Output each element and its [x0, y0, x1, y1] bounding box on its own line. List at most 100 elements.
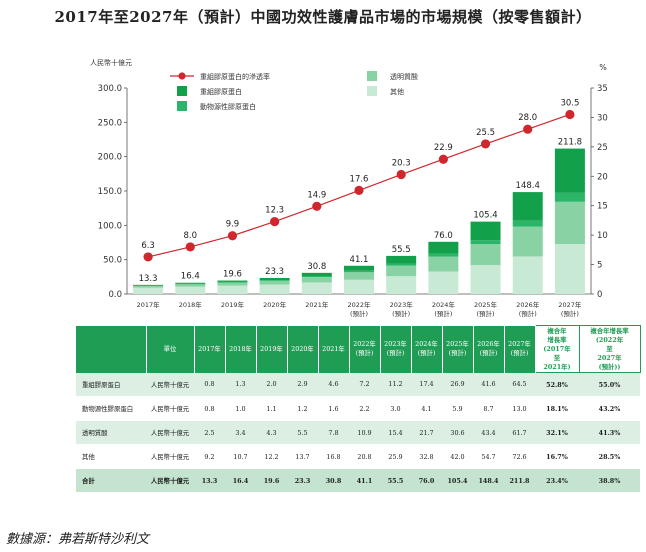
legend-label: 其他: [390, 87, 404, 96]
bar-segment-animal: [344, 270, 374, 273]
row-cagr: 23.4%: [535, 468, 579, 493]
table-header-year: 2020年: [287, 325, 319, 373]
table-row: 其他 人民幣十億元 9.2 10.7 12.2 13.7 16.8 20.8 25.9 32.8 4…: [76, 444, 640, 469]
row-value: 13.0: [504, 396, 535, 421]
bar-segment-hyaluronic: [259, 280, 290, 285]
row-value: 42.0: [442, 444, 473, 469]
left-axis-title-group: 人民幣十億元: [90, 58, 132, 67]
row-value: 2.2: [349, 396, 380, 421]
row-value: 13.7: [287, 444, 318, 469]
bar-segment-recombinant: [428, 241, 459, 254]
row-cagr: 52.8%: [535, 372, 579, 397]
bar-segment-hyaluronic: [133, 285, 164, 288]
bar-segment-other: [259, 284, 290, 294]
chart-title: 2017年至2027年（預計）中國功效性護膚品市場的市場規模（按零售額計）: [54, 8, 592, 26]
bar-total-label: 211.8: [558, 138, 582, 148]
x-tick-label: 2022年: [347, 300, 371, 309]
bar-segment-animal: [386, 263, 417, 266]
legend-label: 重組膠原蛋白: [200, 87, 242, 96]
row-value: 72.6: [504, 444, 535, 469]
bar-segment-hyaluronic: [554, 201, 585, 245]
table-header-year: 2026年 (預計): [473, 325, 505, 373]
row-cagr: 18.1%: [535, 396, 579, 421]
left-tick-label: 150.0: [98, 187, 122, 197]
row-value: 5.5: [287, 420, 318, 445]
bar-segment-animal: [217, 281, 248, 283]
table-body: 重組膠原蛋白 人民幣十億元 0.8 1.3 2.0 2.9 4.6 7.2 11.2 17.4 26…: [76, 372, 640, 493]
row-value: 32.8: [411, 444, 442, 469]
row-value: 16.4: [225, 468, 256, 493]
bar-segment-recombinant: [344, 265, 374, 271]
left-axis-title: 人民幣十億元: [90, 58, 132, 67]
row-value: 3.4: [225, 420, 256, 445]
row-value: 4.3: [256, 420, 287, 445]
right-tick-label: 25: [597, 143, 608, 153]
table-header-unit: 單位: [146, 325, 195, 373]
row-value: 1.3: [225, 372, 256, 397]
x-tick-label: (預計): [519, 309, 537, 318]
row-value: 3.0: [380, 396, 411, 421]
bar-segment-animal: [259, 279, 290, 281]
row-value: 19.6: [256, 468, 287, 493]
bar-segment-other: [344, 279, 374, 294]
row-value: 148.4: [473, 468, 504, 493]
row-value: 12.2: [256, 444, 287, 469]
table-header-corner: [76, 325, 147, 373]
bar-segment-hyaluronic: [301, 277, 332, 283]
penetration-label: 17.6: [350, 174, 369, 184]
row-unit: 人民幣十億元: [146, 444, 194, 469]
bar-segment-recombinant: [512, 192, 543, 221]
bar-segment-hyaluronic: [386, 265, 417, 277]
x-tick-label: 2023年: [390, 300, 414, 309]
row-value: 4.1: [411, 396, 442, 421]
left-tick-label: 50.0: [103, 256, 122, 266]
table-header-year: 2024年 (預計): [411, 325, 443, 373]
bar-segment-other: [470, 265, 501, 294]
penetration-point: [354, 185, 364, 196]
table-row: 透明質酸 人民幣十億元 2.5 3.4 4.3 5.5 7.8 10.9 15.4 21.7 30.…: [76, 420, 640, 445]
bar-segment-recombinant: [133, 284, 164, 286]
legend-swatch-hyaluronic: [367, 71, 377, 81]
row-cagr: 28.5%: [579, 444, 640, 469]
table-header-year: 2017年: [194, 325, 226, 373]
right-tick-label: 20: [597, 172, 608, 182]
row-value: 30.8: [318, 468, 349, 493]
bar-segment-recombinant: [470, 221, 501, 241]
row-value: 2.0: [256, 372, 287, 397]
penetration-label: 22.9: [434, 143, 453, 153]
row-cagr: 32.1%: [535, 420, 579, 445]
row-value: 21.7: [411, 420, 442, 445]
bar-segment-animal: [301, 276, 332, 278]
x-tick-label: 2018年: [179, 300, 203, 309]
penetration-label: 9.9: [226, 220, 240, 230]
penetration-line: 6.3 8.0 9.9 12.3 14.9 17.6 20.3 22.9 25.5 28.0 30.…: [141, 98, 579, 262]
bar-segment-other: [554, 244, 585, 294]
row-value: 105.4: [442, 468, 473, 493]
right-tick-label: 5: [597, 261, 602, 271]
row-value: 1.6: [318, 396, 349, 421]
legend-swatch-other: [367, 86, 377, 96]
bar-segment-hyaluronic: [512, 226, 543, 257]
row-value: 2.9: [287, 372, 318, 397]
penetration-point: [312, 201, 322, 211]
row-value: 1.1: [256, 396, 287, 421]
bar-segment-recombinant: [259, 278, 290, 280]
table-row: 合計 人民幣十億元 13.3 16.4 19.6 23.3 30.8 41.1 55.5 76.0…: [76, 468, 640, 493]
row-unit: 人民幣十億元: [146, 420, 194, 445]
bar-segment-hyaluronic: [344, 272, 374, 280]
penetration-label: 25.5: [476, 128, 495, 138]
left-tick-label: 0.0: [108, 290, 122, 300]
legend-label: 重組膠原蛋白的滲透率: [200, 72, 270, 81]
bar-segment-animal: [133, 285, 164, 286]
row-value: 1.0: [225, 396, 256, 421]
right-tick-label: 35: [597, 84, 608, 94]
row-value: 41.1: [349, 468, 380, 493]
row-value: 43.4: [473, 420, 504, 445]
bar-total-label: 41.1: [350, 255, 369, 265]
left-tick-label: 100.0: [98, 221, 122, 231]
row-unit: 人民幣十億元: [146, 468, 194, 493]
row-cagr: 43.2%: [579, 396, 640, 421]
row-cagr: 38.8%: [579, 468, 640, 493]
row-value: 54.7: [473, 444, 504, 469]
x-tick-label: 2017年: [137, 300, 161, 309]
